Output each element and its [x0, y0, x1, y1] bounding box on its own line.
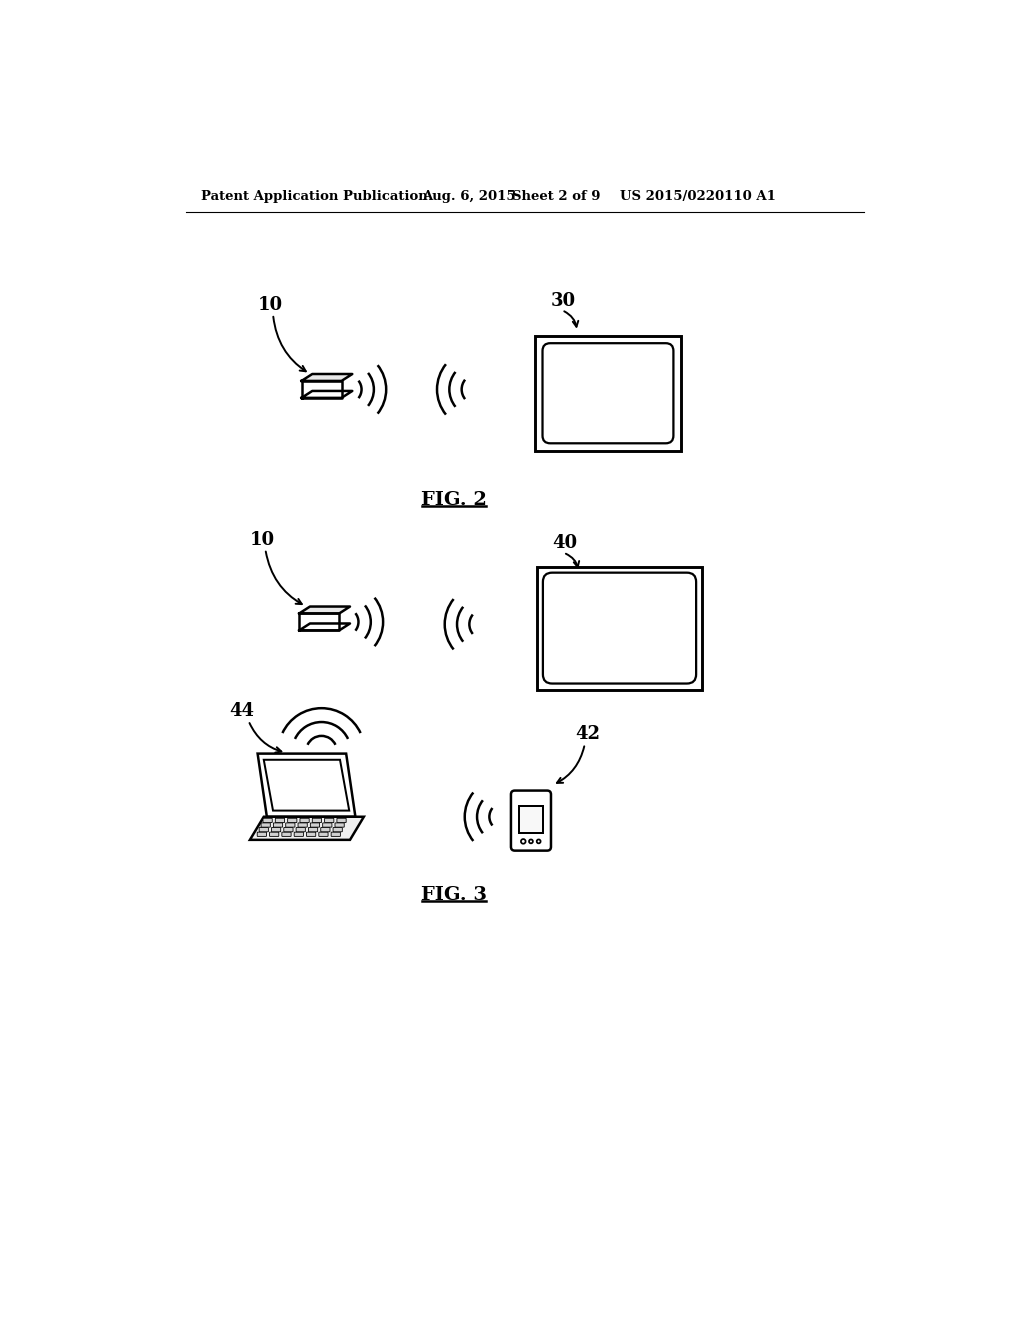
Text: Aug. 6, 2015: Aug. 6, 2015: [422, 190, 515, 203]
FancyBboxPatch shape: [318, 832, 328, 837]
Text: 30: 30: [550, 292, 575, 310]
Bar: [537, 566, 702, 689]
Text: FIG. 2: FIG. 2: [421, 491, 486, 510]
FancyBboxPatch shape: [275, 818, 285, 822]
FancyBboxPatch shape: [288, 818, 297, 822]
Polygon shape: [299, 623, 350, 631]
FancyBboxPatch shape: [257, 832, 266, 837]
Text: 10: 10: [250, 531, 275, 549]
Text: 40: 40: [553, 535, 578, 552]
Polygon shape: [301, 381, 342, 397]
Bar: [519, 805, 543, 833]
FancyBboxPatch shape: [312, 818, 322, 822]
FancyBboxPatch shape: [261, 822, 270, 828]
FancyBboxPatch shape: [298, 822, 307, 828]
FancyBboxPatch shape: [269, 832, 279, 837]
Polygon shape: [299, 607, 350, 614]
Text: 10: 10: [258, 296, 283, 314]
FancyBboxPatch shape: [321, 828, 330, 832]
FancyBboxPatch shape: [323, 822, 332, 828]
FancyBboxPatch shape: [273, 822, 283, 828]
Text: 42: 42: [574, 726, 600, 743]
FancyBboxPatch shape: [284, 828, 293, 832]
FancyBboxPatch shape: [543, 573, 696, 684]
FancyBboxPatch shape: [306, 832, 315, 837]
FancyBboxPatch shape: [259, 828, 268, 832]
Polygon shape: [299, 614, 339, 631]
FancyBboxPatch shape: [296, 828, 305, 832]
FancyBboxPatch shape: [331, 832, 340, 837]
FancyBboxPatch shape: [511, 791, 551, 850]
FancyBboxPatch shape: [300, 818, 309, 822]
FancyBboxPatch shape: [271, 828, 281, 832]
FancyBboxPatch shape: [325, 818, 334, 822]
FancyBboxPatch shape: [310, 822, 319, 828]
FancyBboxPatch shape: [294, 832, 303, 837]
Bar: [535, 335, 681, 451]
Text: US 2015/0220110 A1: US 2015/0220110 A1: [621, 190, 776, 203]
FancyBboxPatch shape: [333, 828, 342, 832]
Text: Sheet 2 of 9: Sheet 2 of 9: [512, 190, 600, 203]
FancyBboxPatch shape: [337, 818, 346, 822]
FancyBboxPatch shape: [263, 818, 272, 822]
Text: 44: 44: [229, 702, 254, 721]
Text: Patent Application Publication: Patent Application Publication: [202, 190, 428, 203]
Polygon shape: [258, 754, 355, 817]
Polygon shape: [301, 391, 352, 397]
FancyBboxPatch shape: [282, 832, 291, 837]
FancyBboxPatch shape: [543, 343, 674, 444]
Text: FIG. 3: FIG. 3: [421, 886, 487, 904]
FancyBboxPatch shape: [286, 822, 295, 828]
Polygon shape: [301, 374, 352, 381]
FancyBboxPatch shape: [335, 822, 344, 828]
FancyBboxPatch shape: [308, 828, 317, 832]
Polygon shape: [250, 817, 364, 840]
